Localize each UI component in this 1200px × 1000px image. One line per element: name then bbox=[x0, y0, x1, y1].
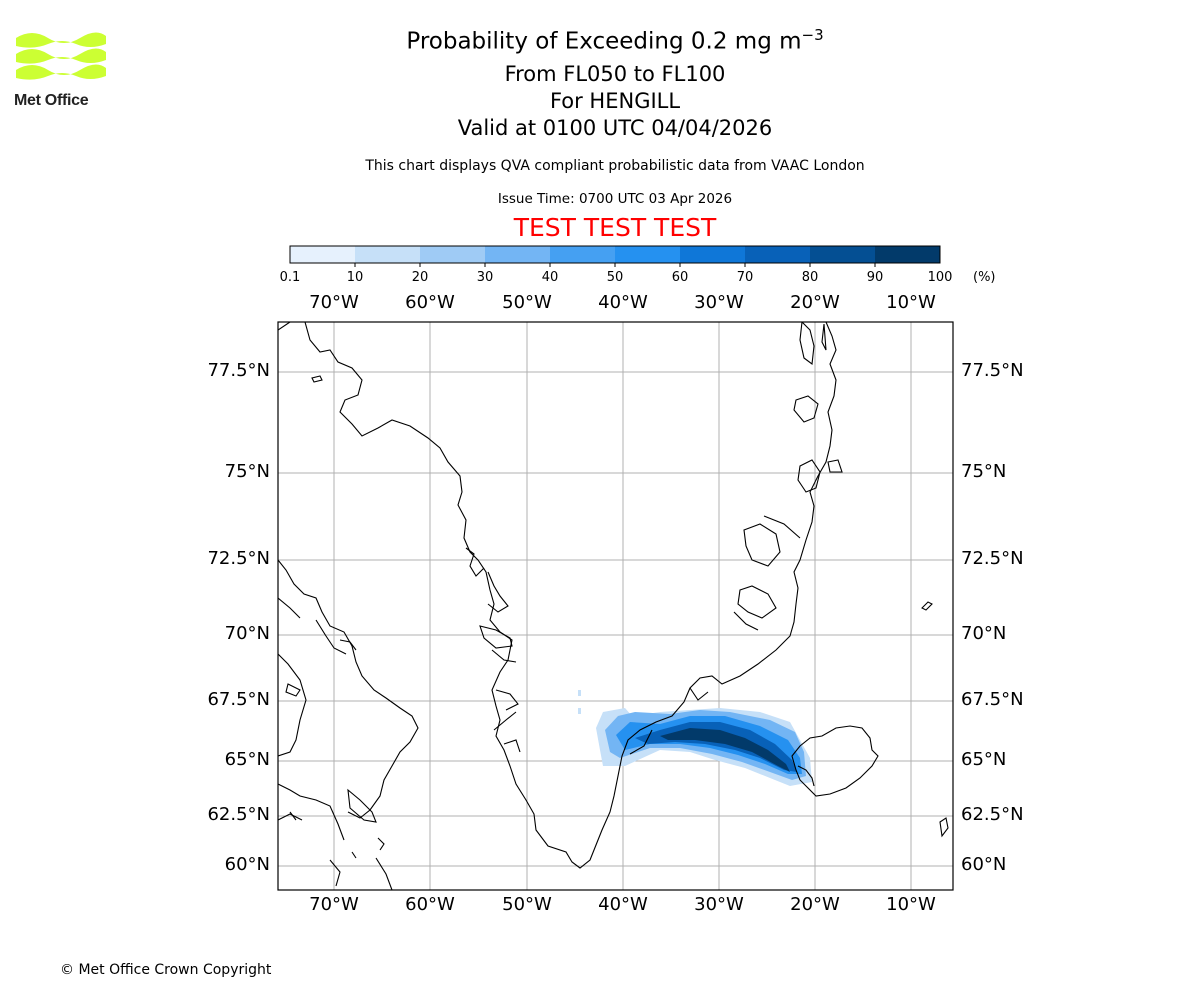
volcano-name: For HENGILL bbox=[549, 89, 681, 113]
issue-time: Issue Time: 0700 UTC 03 Apr 2026 bbox=[497, 191, 733, 207]
colorbar-tick-label: 30 bbox=[476, 270, 494, 285]
longitude-label-top: 10°W bbox=[886, 292, 936, 313]
colorbar-segment bbox=[875, 246, 941, 263]
valid-time: Valid at 0100 UTC 04/04/2026 bbox=[457, 116, 773, 140]
title-main: Probability of Exceeding 0.2 mg m bbox=[406, 28, 802, 55]
colorbar-segment bbox=[485, 246, 551, 263]
ash-probability-plume bbox=[578, 690, 812, 786]
latitude-label-left: 60°N bbox=[224, 854, 270, 875]
copyright: © Met Office Crown Copyright bbox=[60, 962, 272, 978]
longitude-label-bottom: 40°W bbox=[598, 894, 648, 915]
greenland-coastline bbox=[278, 322, 837, 869]
map-gridlines bbox=[278, 322, 953, 890]
colorbar-unit: (%) bbox=[973, 270, 996, 285]
latitude-label-left: 70°N bbox=[224, 623, 270, 644]
longitude-label-top: 50°W bbox=[502, 292, 552, 313]
latitude-label-left: 67.5°N bbox=[207, 689, 270, 710]
latitude-label-right: 72.5°N bbox=[961, 548, 1024, 569]
longitude-label-top: 70°W bbox=[309, 292, 359, 313]
colorbar-tick-label: 0.1 bbox=[279, 270, 301, 285]
test-banner: TEST TEST TEST bbox=[513, 213, 717, 242]
chart-subtitle: This chart displays QVA compliant probab… bbox=[365, 158, 865, 174]
latitude-label-right: 62.5°N bbox=[961, 804, 1024, 825]
colorbar-segment bbox=[615, 246, 681, 263]
canada-coastline bbox=[278, 559, 419, 819]
longitude-label-top: 60°W bbox=[405, 292, 455, 313]
latitude-label-left: 72.5°N bbox=[207, 548, 270, 569]
colorbar-tick-label: 40 bbox=[541, 270, 559, 285]
longitude-label-bottom: 50°W bbox=[502, 894, 552, 915]
colorbar-tick-label: 50 bbox=[606, 270, 624, 285]
latitude-label-right: 77.5°N bbox=[961, 360, 1024, 381]
colorbar-segment bbox=[745, 246, 811, 263]
colorbar-segment bbox=[680, 246, 746, 263]
longitude-label-bottom: 10°W bbox=[886, 894, 936, 915]
map-frame bbox=[277, 321, 954, 891]
colorbar-tick-label: 80 bbox=[801, 270, 819, 285]
colorbar-tick-label: 90 bbox=[866, 270, 884, 285]
latitude-label-left: 62.5°N bbox=[207, 804, 270, 825]
logo-text: Met Office bbox=[14, 92, 89, 109]
met-office-logo: Met Office bbox=[14, 30, 110, 112]
longitude-label-top: 30°W bbox=[694, 292, 744, 313]
colorbar-segment bbox=[810, 246, 876, 263]
chart-title: Probability of Exceeding 0.2 mg m−3 bbox=[0, 26, 1200, 55]
latitude-label-right: 60°N bbox=[961, 854, 1007, 875]
longitude-label-bottom: 60°W bbox=[405, 894, 455, 915]
colorbar-tick-label: 100 bbox=[927, 270, 953, 285]
longitude-label-bottom: 20°W bbox=[790, 894, 840, 915]
latitude-label-right: 65°N bbox=[961, 749, 1007, 770]
longitude-label-top: 40°W bbox=[598, 292, 648, 313]
latitude-label-left: 77.5°N bbox=[207, 360, 270, 381]
colorbar-segment bbox=[420, 246, 486, 263]
colorbar-segment bbox=[290, 246, 356, 263]
latitude-label-left: 65°N bbox=[224, 749, 270, 770]
longitude-label-bottom: 70°W bbox=[309, 894, 359, 915]
latitude-label-left: 75°N bbox=[224, 461, 270, 482]
flight-level-range: From FL050 to FL100 bbox=[504, 62, 726, 86]
colorbar-tick-label: 20 bbox=[411, 270, 429, 285]
longitude-label-top: 20°W bbox=[790, 292, 840, 313]
colorbar-tick-label: 60 bbox=[671, 270, 689, 285]
colorbar-segment bbox=[355, 246, 421, 263]
title-exponent: −3 bbox=[801, 26, 824, 44]
latitude-label-right: 67.5°N bbox=[961, 689, 1024, 710]
coastlines bbox=[278, 322, 949, 890]
colorbar-tick-label: 10 bbox=[346, 270, 364, 285]
colorbar-segment bbox=[550, 246, 616, 263]
met-office-waves-icon bbox=[16, 32, 106, 80]
latitude-label-right: 75°N bbox=[961, 461, 1007, 482]
longitude-label-bottom: 30°W bbox=[694, 894, 744, 915]
iceland-coastline bbox=[791, 725, 879, 797]
jan-mayen bbox=[921, 601, 933, 611]
colorbar-tick-label: 70 bbox=[736, 270, 754, 285]
latitude-label-right: 70°N bbox=[961, 623, 1007, 644]
